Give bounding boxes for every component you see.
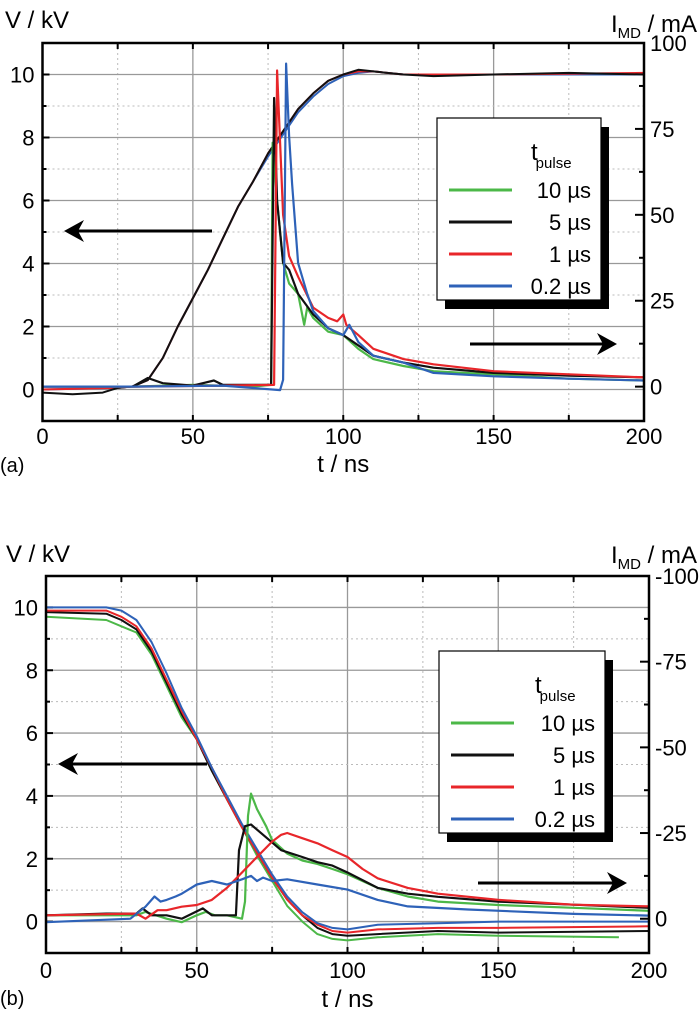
- y-left-axis-label: V / kV: [5, 7, 69, 34]
- y-right-label-subscript: MD: [618, 556, 641, 573]
- y-right-tick-label: 25: [650, 289, 674, 314]
- y-right-tick-label: 50: [650, 203, 674, 228]
- y-right-tick-label: -25: [655, 821, 687, 846]
- y-left-tick-label: 6: [22, 189, 34, 214]
- y-left-tick-label: 6: [26, 721, 38, 746]
- legend-title: tpulse: [531, 139, 572, 172]
- current-line-0.2us: [45, 874, 650, 924]
- legend-box: [436, 117, 602, 301]
- legend-entry: 5 µs: [549, 210, 591, 235]
- x-axis-label: t / ns: [321, 986, 373, 1011]
- y-right-tick-label: -50: [655, 735, 687, 760]
- x-axis-label: t / ns: [317, 451, 369, 478]
- y-left-tick-label: 0: [22, 378, 34, 403]
- y-left-tick-label: 8: [22, 126, 34, 151]
- x-tick-label: 200: [626, 424, 663, 449]
- y-left-axis-label: V / kV: [6, 541, 70, 568]
- y-left-tick-label: 0: [26, 910, 38, 935]
- legend-title-subscript: pulse: [540, 688, 576, 705]
- y-right-label-unit: / mA: [641, 542, 697, 569]
- legend-entry: 0.2 µs: [531, 274, 591, 299]
- y-left-tick-label: 10: [10, 63, 34, 88]
- x-tick-label: 200: [631, 958, 668, 983]
- y-right-axis-label: IMD / mA: [611, 542, 697, 573]
- plot-frame: [44, 574, 651, 955]
- left-axis-arrow-head: [58, 753, 78, 775]
- voltage-line-1us: [46, 609, 650, 934]
- current-line-1us: [45, 831, 650, 920]
- legend-entry: 5 µs: [553, 743, 595, 768]
- x-tick-label: 0: [40, 958, 52, 983]
- voltage-line-0.2us: [46, 606, 649, 931]
- x-tick-label: 0: [36, 424, 48, 449]
- left-axis-arrow-head: [64, 220, 84, 242]
- y-left-tick-label: 10: [14, 595, 38, 620]
- legend-title-symbol: t: [535, 672, 542, 699]
- current-line-5us: [45, 823, 650, 920]
- y-right-label-subscript: MD: [618, 25, 641, 42]
- x-tick-label: 50: [185, 958, 209, 983]
- panel-label: (b): [0, 988, 24, 1010]
- legend: tpulse 10 µs 5 µs 1 µs 0.2 µs: [438, 650, 613, 842]
- legend-box: [438, 650, 606, 834]
- plot-frame: [41, 41, 646, 423]
- panel-label: (a): [0, 455, 24, 477]
- y-left-tick-label: 4: [22, 252, 34, 277]
- legend-entry: 10 µs: [537, 178, 591, 203]
- x-tick-label: 150: [480, 958, 517, 983]
- y-right-tick-label: 100: [650, 31, 687, 56]
- legend-title-symbol: t: [531, 139, 538, 166]
- y-left-tick-label: 8: [26, 658, 38, 683]
- y-right-tick-label: 0: [655, 907, 667, 932]
- legend-title-subscript: pulse: [536, 155, 572, 172]
- y-right-tick-label: 0: [650, 375, 662, 400]
- x-tick-label: 150: [475, 424, 512, 449]
- x-tick-label: 100: [329, 958, 366, 983]
- y-right-axis-label: IMD / mA: [611, 11, 697, 42]
- y-left-tick-label: 2: [22, 315, 34, 340]
- right-axis-arrow-head: [597, 333, 617, 355]
- y-right-tick-label: -100: [655, 564, 699, 589]
- right-axis-arrow-head: [607, 872, 627, 894]
- y-right-tick-label: 75: [650, 117, 674, 142]
- x-tick-label: 100: [325, 424, 362, 449]
- y-right-label-unit: / mA: [641, 11, 697, 38]
- current-line-5us: [132, 96, 645, 388]
- legend-entry: 1 µs: [549, 242, 591, 267]
- legend-entry: 1 µs: [553, 775, 595, 800]
- legend-entry: 10 µs: [541, 711, 595, 736]
- legend-entry: 0.2 µs: [535, 807, 595, 832]
- current-line-0.2us: [42, 62, 645, 392]
- y-left-tick-label: 4: [26, 784, 38, 809]
- y-right-label-symbol: I: [611, 542, 618, 569]
- current-line-10us: [46, 792, 650, 924]
- legend-title: tpulse: [535, 672, 576, 705]
- x-tick-label: 50: [181, 424, 205, 449]
- y-left-tick-label: 2: [26, 847, 38, 872]
- legend: tpulse 10 µs 5 µs 1 µs 0.2 µs: [436, 117, 609, 309]
- current-line-1us: [42, 69, 645, 388]
- y-right-label-symbol: I: [611, 11, 618, 38]
- y-right-tick-label: -75: [655, 650, 687, 675]
